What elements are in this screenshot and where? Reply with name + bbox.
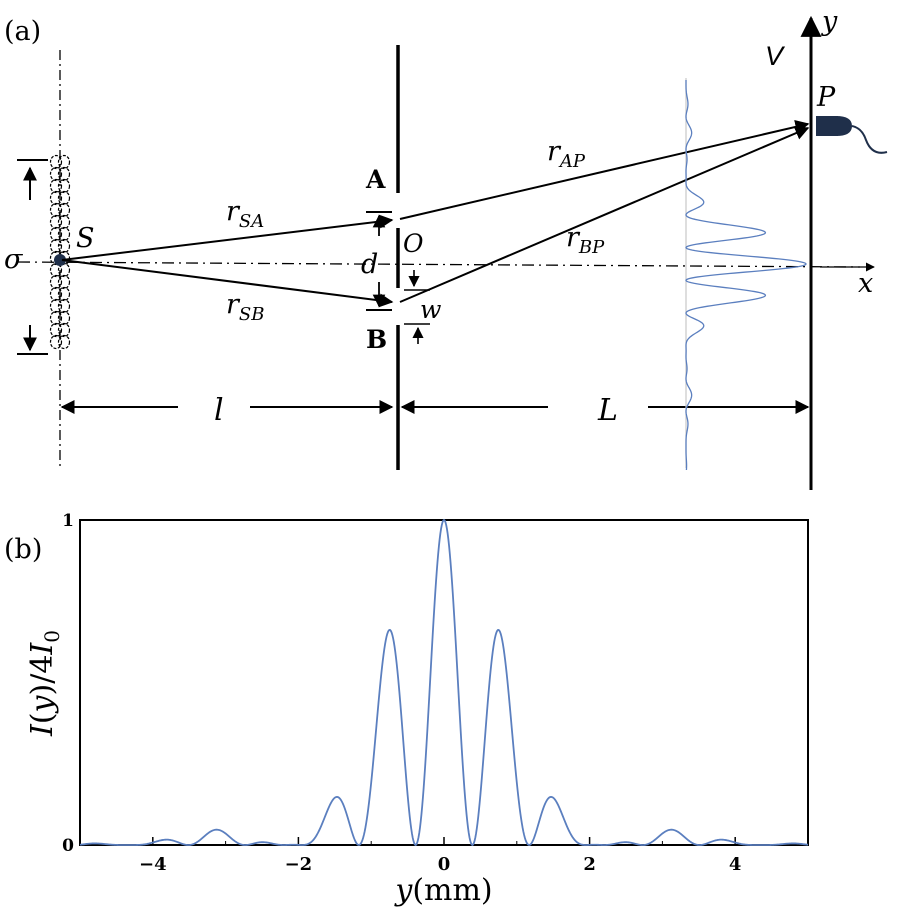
intensity-curve [79, 518, 809, 847]
source-element [57, 214, 71, 230]
r-ap-label: rAP [547, 136, 586, 172]
slit-a-label: A [365, 165, 386, 194]
source-element [57, 202, 71, 218]
ray-s-to-a [61, 214, 394, 261]
plot-frame [79, 519, 809, 846]
source-element [49, 202, 63, 218]
source-element [57, 310, 71, 326]
y-ticks: 01 [62, 511, 74, 856]
panel-a: (a) σ S A B d O w [4, 6, 888, 490]
L-label: L [597, 393, 618, 428]
panel-b: (b) −4 −2 0 2 4 01 y(mm) I(y)/4I0 [4, 511, 809, 908]
source-element [49, 274, 63, 290]
source-label: S [76, 223, 95, 254]
x-tick-label: 4 [729, 854, 742, 875]
panel-b-label: (b) [4, 534, 42, 565]
y-axis-title: I(y)/4I0 [25, 630, 64, 737]
source-element [57, 190, 71, 206]
source-element [57, 286, 71, 302]
source-element [57, 238, 71, 254]
detector-icon [816, 116, 888, 154]
source-element [57, 166, 71, 182]
source-element [49, 154, 63, 170]
x-axis-title: y(mm) [393, 873, 492, 908]
x-axis-label: x [858, 268, 873, 299]
source-element [49, 310, 63, 326]
y-tick-label: 0 [62, 836, 74, 856]
source-element [57, 226, 71, 242]
optical-axis [17, 261, 861, 268]
x-tick-label: −2 [285, 854, 313, 875]
sigma-label: σ [4, 244, 24, 275]
extended-source [49, 154, 71, 350]
visibility-label: V [765, 41, 786, 71]
x-ticks: −4 −2 0 2 4 [79, 837, 809, 875]
source-element [57, 298, 71, 314]
x-tick-label: 2 [583, 854, 596, 875]
source-element [49, 190, 63, 206]
point-source [54, 254, 66, 266]
x-tick-label: −4 [139, 854, 167, 875]
r-sa-label: rSA [226, 196, 264, 232]
source-element [49, 334, 63, 350]
ray-a-to-p [399, 120, 810, 220]
source-element [57, 322, 71, 338]
r-sb-label: rSB [226, 289, 264, 325]
source-element [49, 286, 63, 302]
screen-intensity-profile [685, 80, 807, 471]
y-axis-label: y [821, 6, 838, 37]
source-element [49, 238, 63, 254]
l-label: l [214, 393, 224, 428]
w-label: w [420, 295, 441, 324]
source-element [49, 322, 63, 338]
source-element [57, 178, 71, 194]
x-tick-label: 0 [438, 854, 451, 875]
detector-point-label: P [816, 82, 836, 113]
slit-b-label: B [366, 325, 387, 354]
source-element [57, 334, 71, 350]
source-element [49, 166, 63, 182]
ray-b-to-p [399, 126, 810, 303]
d-label: d [361, 249, 378, 280]
ray-s-to-b [61, 259, 394, 308]
source-element [49, 226, 63, 242]
source-element [49, 214, 63, 230]
source-element [49, 298, 63, 314]
y-tick-label: 1 [62, 511, 74, 531]
source-element [57, 154, 71, 170]
panel-a-label: (a) [4, 16, 41, 47]
source-element [57, 274, 71, 290]
r-bp-label: rBP [566, 222, 605, 258]
source-element [49, 178, 63, 194]
origin-label: O [403, 229, 424, 258]
